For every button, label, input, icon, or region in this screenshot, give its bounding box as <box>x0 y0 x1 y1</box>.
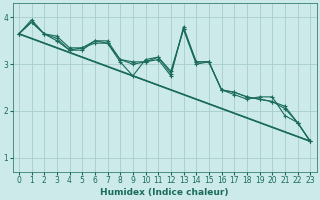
X-axis label: Humidex (Indice chaleur): Humidex (Indice chaleur) <box>100 188 229 197</box>
